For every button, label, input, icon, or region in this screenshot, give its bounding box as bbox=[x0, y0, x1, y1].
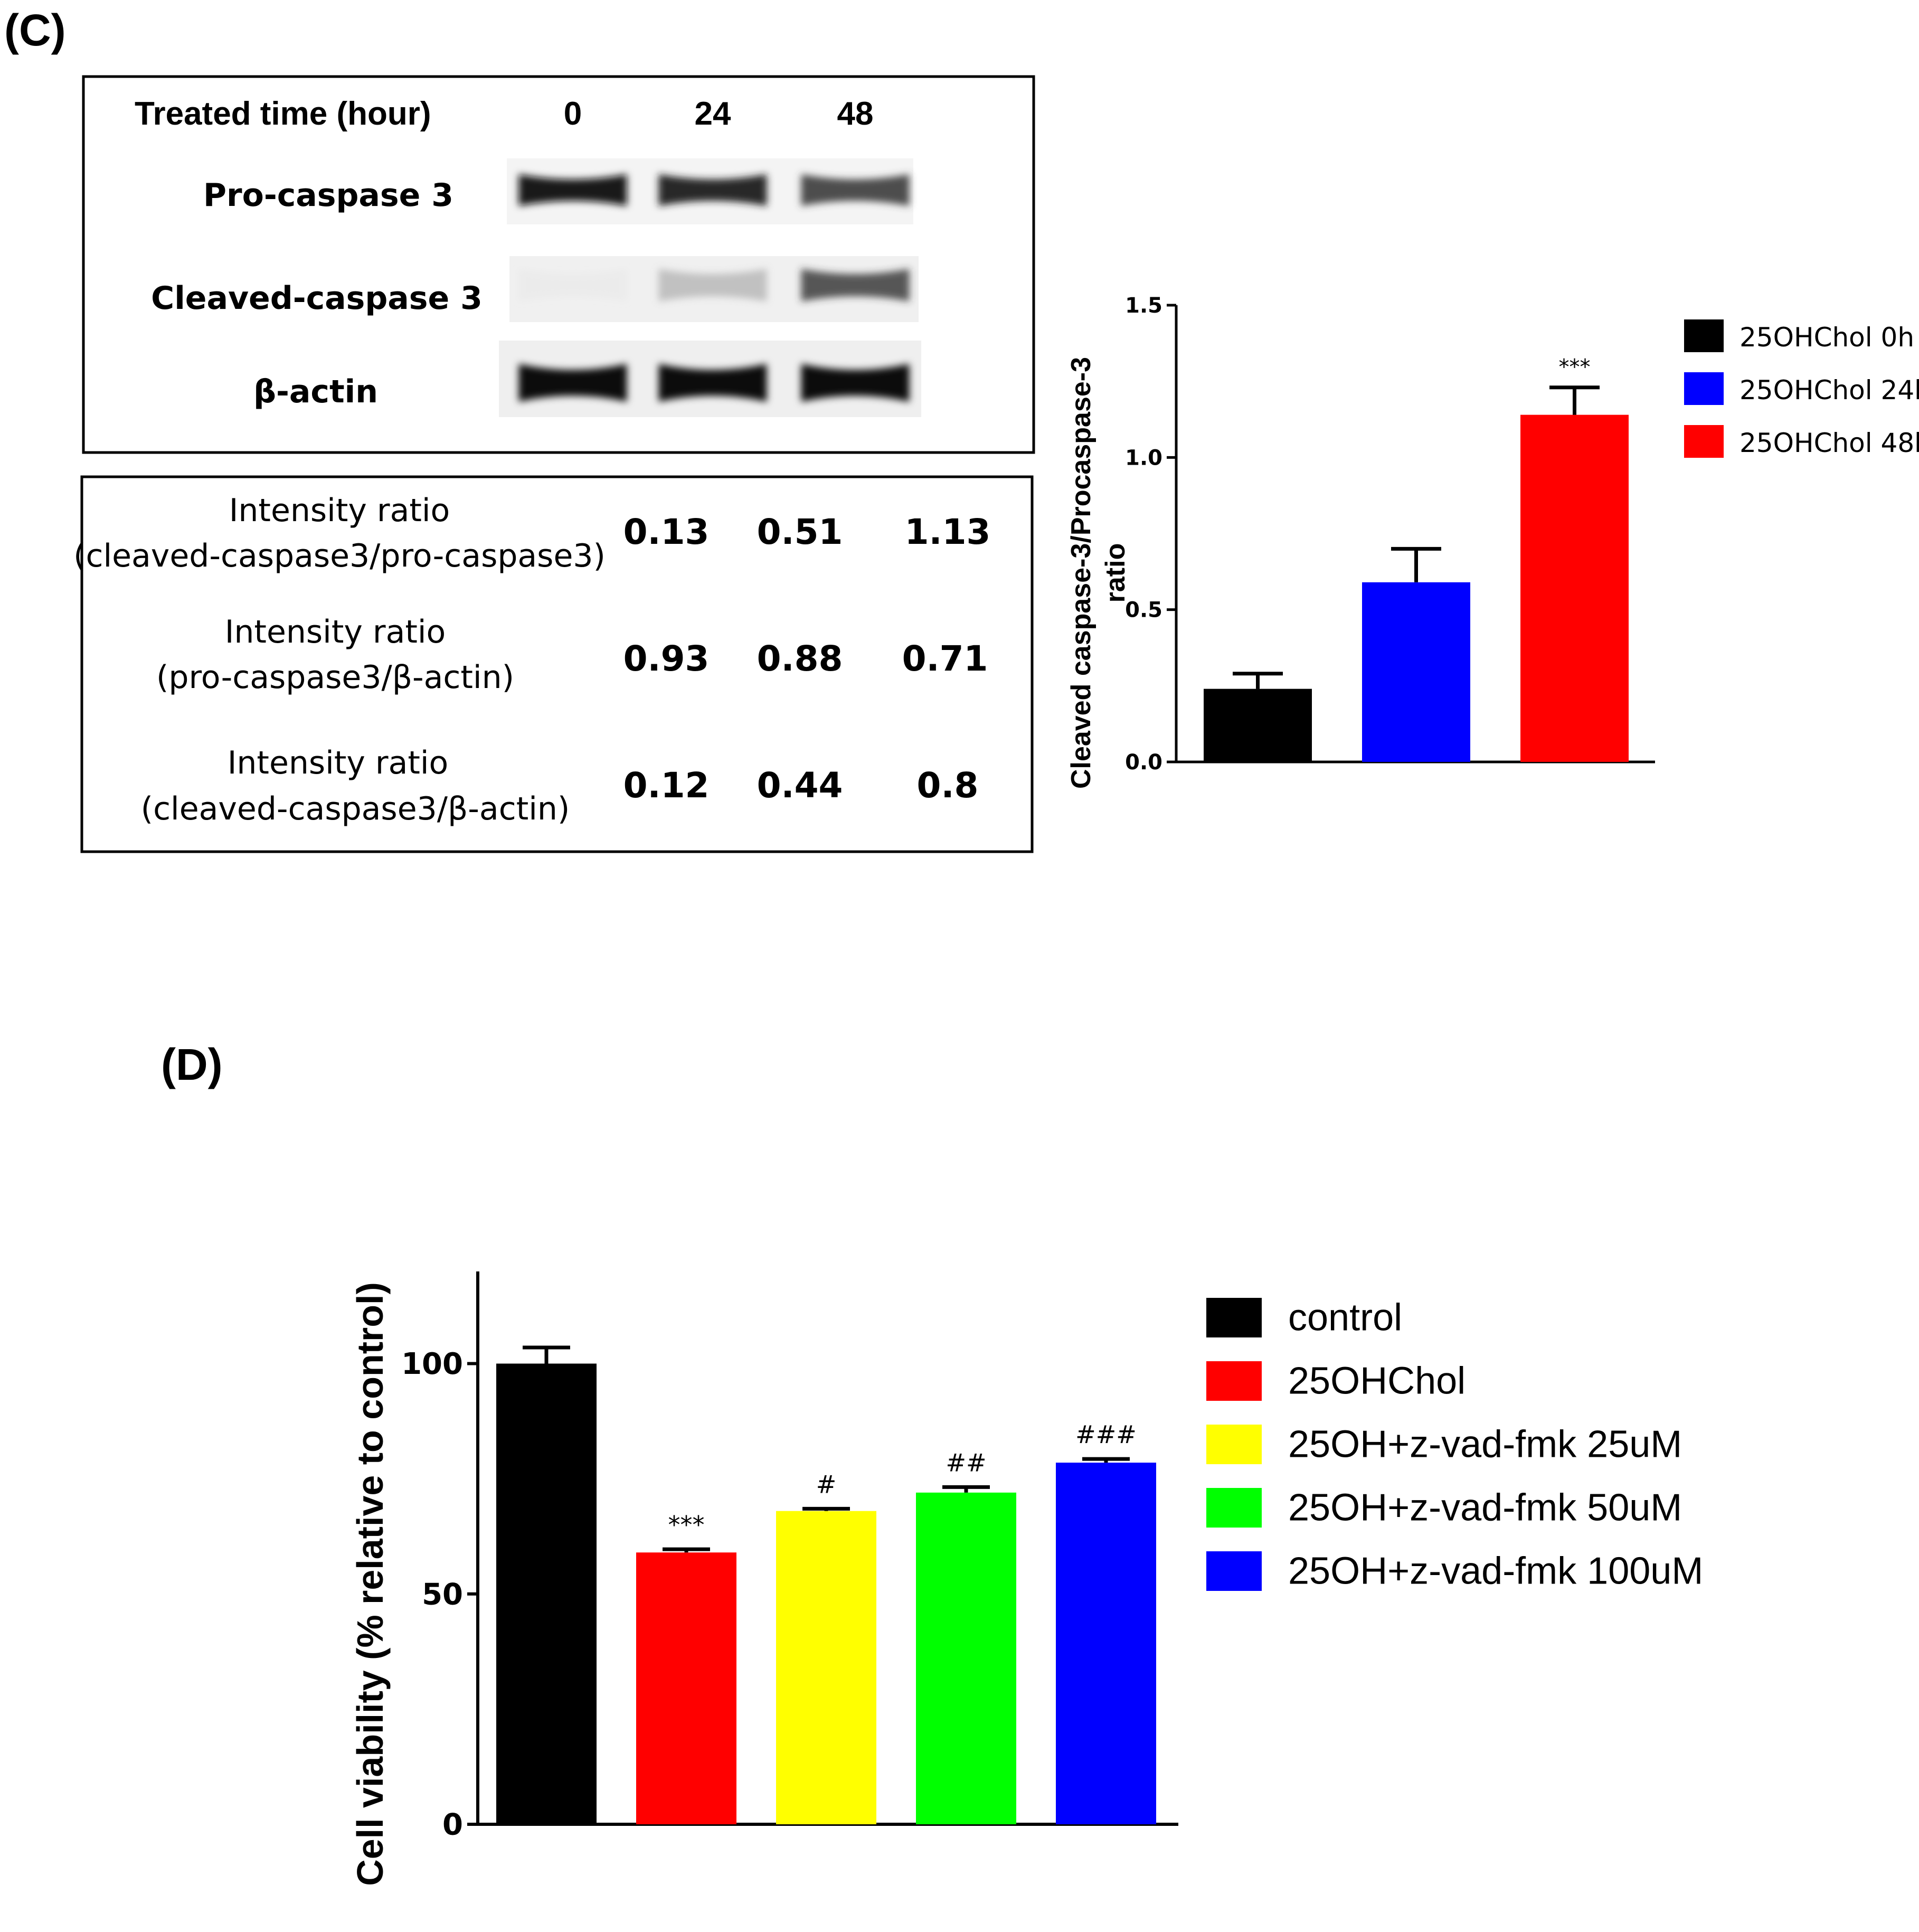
blot-frame bbox=[82, 75, 1035, 454]
chart-c-bar-2 bbox=[1520, 414, 1629, 762]
intensity-row-3-value-24h: 0.44 bbox=[757, 765, 843, 806]
blot-row-label-actin: β-actin bbox=[253, 373, 378, 410]
chart-d-ytick-label: 100 bbox=[401, 1347, 463, 1381]
blot-time-48: 48 bbox=[837, 96, 874, 132]
chart-d-bar-0 bbox=[496, 1363, 597, 1824]
chart-c-legend-swatch-0 bbox=[1684, 319, 1724, 352]
intensity-table-frame bbox=[80, 475, 1034, 853]
chart-d-legend-label-3: 25OH+z-vad-fmk 50uM bbox=[1288, 1487, 1682, 1529]
intensity-row-2-value-48h: 0.71 bbox=[902, 638, 988, 679]
intensity-row-1-value-0h: 0.13 bbox=[623, 512, 710, 552]
chart-d-ytick-label: 50 bbox=[422, 1577, 463, 1611]
chart-d-legend-swatch-0 bbox=[1206, 1298, 1262, 1337]
chart-d-bar-4 bbox=[1056, 1463, 1156, 1824]
chart-c-ytick-label: 0.0 bbox=[1125, 750, 1162, 775]
blot-band-2-2 bbox=[801, 364, 910, 402]
chart-c-bar-1 bbox=[1362, 582, 1470, 762]
chart-c-ytick-label: 1.5 bbox=[1125, 294, 1162, 318]
intensity-row-3: Intensity ratio (cleaved-caspase3/β-acti… bbox=[141, 744, 979, 827]
blot-time-24: 24 bbox=[695, 96, 731, 132]
intensity-row-1-label: Intensity ratio bbox=[229, 492, 450, 529]
blot-band-2-1 bbox=[658, 364, 767, 402]
chart-c-legend-label-0: 25OHChol 0h bbox=[1740, 322, 1914, 353]
chart-d-annotation-1: *** bbox=[668, 1511, 705, 1539]
chart-d-legend-label-1: 25OHChol bbox=[1288, 1360, 1466, 1402]
chart-c-ytick-label: 1.0 bbox=[1125, 446, 1162, 470]
chart-d-ytick-label: 0 bbox=[442, 1808, 463, 1842]
chart-d-legend-label-4: 25OH+z-vad-fmk 100uM bbox=[1288, 1550, 1703, 1592]
chart-d-bar-2 bbox=[776, 1511, 876, 1824]
intensity-row-3-value-0h: 0.12 bbox=[623, 765, 710, 806]
intensity-row-2-sublabel: (pro-caspase3/β-actin) bbox=[156, 659, 514, 696]
chart-d-annotation-3: ## bbox=[946, 1448, 986, 1477]
blot-header-label: Treated time (hour) bbox=[135, 96, 431, 132]
intensity-row-2: Intensity ratio (pro-caspase3/β-actin) 0… bbox=[156, 614, 988, 696]
panel-c-label: (C) bbox=[4, 5, 66, 55]
chart-d-legend-swatch-1 bbox=[1206, 1361, 1262, 1401]
intensity-row-1-value-48h: 1.13 bbox=[905, 512, 991, 552]
chart-d-legend-label-0: control bbox=[1288, 1297, 1402, 1339]
panel-d-label: (D) bbox=[161, 1040, 223, 1089]
chart-c-legend-label-1: 25OHChol 24h bbox=[1740, 375, 1919, 406]
chart-d-annotation-4: ### bbox=[1075, 1420, 1137, 1449]
blot-band-0-2 bbox=[801, 174, 910, 206]
intensity-row-1-sublabel: (cleaved-caspase3/pro-caspase3) bbox=[73, 538, 606, 574]
blot-band-0-1 bbox=[658, 174, 767, 206]
blot-band-0-0 bbox=[518, 174, 627, 206]
chart-d-legend-label-2: 25OH+z-vad-fmk 25uM bbox=[1288, 1424, 1682, 1466]
chart-d-annotation-2: # bbox=[816, 1470, 837, 1499]
chart-d-bar-1 bbox=[636, 1552, 736, 1824]
chart-d-bar-3 bbox=[916, 1492, 1016, 1824]
chart-c-ylabel: Cleaved caspase-3/Procaspase-3 bbox=[1066, 357, 1096, 789]
chart-d-ylabel: Cell viability (% relative to control) bbox=[349, 1282, 391, 1886]
blot-row-label-pro: Pro-caspase 3 bbox=[203, 177, 453, 214]
cell-viability-chart: Cell viability (% relative to control) 0… bbox=[349, 1271, 1703, 1886]
chart-c-bar-0 bbox=[1204, 689, 1312, 762]
chart-d-legend-swatch-2 bbox=[1206, 1425, 1262, 1464]
blot-row-label-cleaved: Cleaved-caspase 3 bbox=[151, 280, 483, 317]
blot-time-0: 0 bbox=[564, 96, 582, 132]
intensity-row-3-label: Intensity ratio bbox=[228, 744, 449, 781]
chart-c-ytick-label: 0.5 bbox=[1125, 598, 1162, 623]
chart-c-legend-label-2: 25OHChol 48h bbox=[1740, 428, 1919, 458]
blot-band-2-0 bbox=[518, 364, 627, 402]
intensity-row-1-value-24h: 0.51 bbox=[757, 512, 843, 552]
chart-d-legend-swatch-4 bbox=[1206, 1551, 1262, 1591]
chart-c-legend-swatch-2 bbox=[1684, 425, 1724, 458]
chart-c-legend-swatch-1 bbox=[1684, 372, 1724, 405]
intensity-row-3-sublabel: (cleaved-caspase3/β-actin) bbox=[141, 790, 570, 827]
intensity-row-2-label: Intensity ratio bbox=[225, 614, 446, 651]
intensity-row-2-value-0h: 0.93 bbox=[623, 638, 710, 679]
blot-band-1-2 bbox=[801, 269, 910, 301]
chart-c-ylabel-ratio: ratio bbox=[1100, 543, 1131, 603]
chart-c-annotation-2: *** bbox=[1559, 355, 1591, 380]
chart-d-legend-swatch-3 bbox=[1206, 1488, 1262, 1528]
intensity-row-1: Intensity ratio (cleaved-caspase3/pro-ca… bbox=[73, 492, 990, 574]
blot-band-1-1 bbox=[658, 269, 767, 301]
blot-band-1-0 bbox=[518, 269, 627, 301]
caspase-ratio-chart: Cleaved caspase-3/Procaspase-3 ratio 0.0… bbox=[1066, 294, 1919, 789]
intensity-row-3-value-48h: 0.8 bbox=[917, 765, 979, 806]
intensity-row-2-value-24h: 0.88 bbox=[757, 638, 843, 679]
